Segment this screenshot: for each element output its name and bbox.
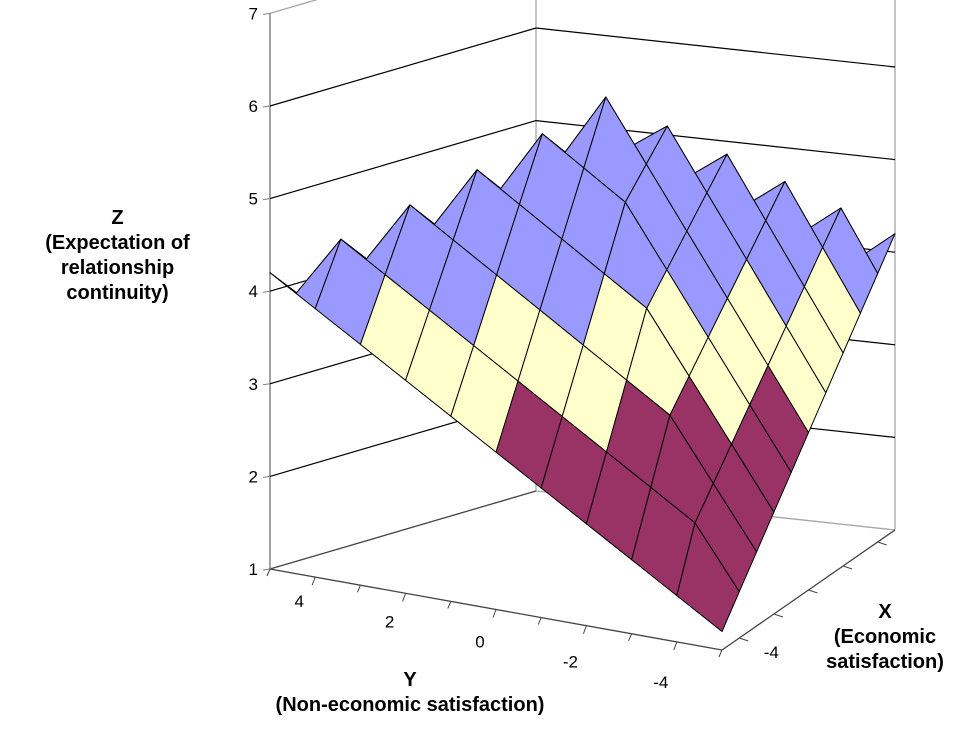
y-tick-mark <box>311 576 316 586</box>
z-axis-label-line: Z <box>111 207 124 229</box>
z-tick-label: 3 <box>249 375 258 394</box>
y-tick-mark-minor <box>718 649 723 658</box>
z-tick-mark <box>262 290 271 293</box>
z-tick-mark <box>262 475 271 478</box>
z-tick-label: 1 <box>249 560 258 579</box>
z-tick-mark <box>262 568 271 571</box>
z-tick-mark <box>262 12 271 15</box>
y-tick-mark-minor <box>266 568 271 577</box>
y-axis-label-line: (Non-economic satisfaction) <box>275 694 545 716</box>
z-tick-label: 4 <box>249 282 258 301</box>
x-axis-label-line: X <box>878 601 892 623</box>
z-tick-mark <box>262 198 271 201</box>
y-tick-label: 4 <box>294 592 303 611</box>
y-tick-label: -2 <box>563 653 578 672</box>
z-axis-label: Z (Expectation of relationship continuit… <box>0 206 235 306</box>
x-tick-mark <box>842 565 853 570</box>
z-axis-label-line: continuity) <box>66 282 169 304</box>
y-tick-mark-minor <box>628 633 633 641</box>
x-tick-mark <box>877 541 887 546</box>
chart-ticks: 1 2 3 4 5 6 7 4 2 0 -2 -4 -4 <box>249 4 887 692</box>
y-tick-mark-minor <box>356 585 361 593</box>
x-tick-mark <box>808 589 818 594</box>
y-axis-label-line: Y <box>403 669 417 691</box>
z-gridline-left-wall <box>269 27 537 107</box>
y-tick-label: -4 <box>653 673 668 692</box>
y-tick-mark-minor <box>447 601 452 609</box>
z-axis-label-line: relationship <box>60 257 175 279</box>
x-tick-mark <box>739 637 749 642</box>
z-tick-label: 5 <box>249 190 258 209</box>
z-gridline-left-wall <box>269 120 537 200</box>
z-tick-label: 2 <box>249 467 258 486</box>
y-tick-label: 0 <box>475 633 484 652</box>
x-axis-label: X (Economic satisfaction) <box>775 600 969 675</box>
chart-surface <box>269 96 896 632</box>
left-wall-top-edge <box>269 0 319 15</box>
z-tick-label: 7 <box>249 4 258 23</box>
y-tick-mark-minor <box>537 617 542 625</box>
y-tick-mark <box>582 625 587 634</box>
y-tick-mark <box>402 593 407 602</box>
x-tick-mark <box>773 613 784 618</box>
x-axis-label-line: satisfaction) <box>826 651 944 673</box>
x-axis-label-line: (Economic <box>833 626 937 648</box>
surface-patch <box>676 522 740 632</box>
z-tick-mark <box>262 383 271 386</box>
y-tick-mark <box>492 609 497 618</box>
z-tick-mark <box>262 105 271 108</box>
x-tick-label: -4 <box>764 643 779 662</box>
y-axis-label: Y (Non-economic satisfaction) <box>220 668 600 718</box>
z-gridline-right-wall <box>535 27 896 68</box>
z-axis-label-line: (Expectation of <box>45 232 190 254</box>
y-tick-mark <box>673 641 678 651</box>
z-tick-label: 6 <box>249 97 258 116</box>
y-tick-label: 2 <box>385 612 394 631</box>
floor-back-left-edge <box>269 490 537 570</box>
